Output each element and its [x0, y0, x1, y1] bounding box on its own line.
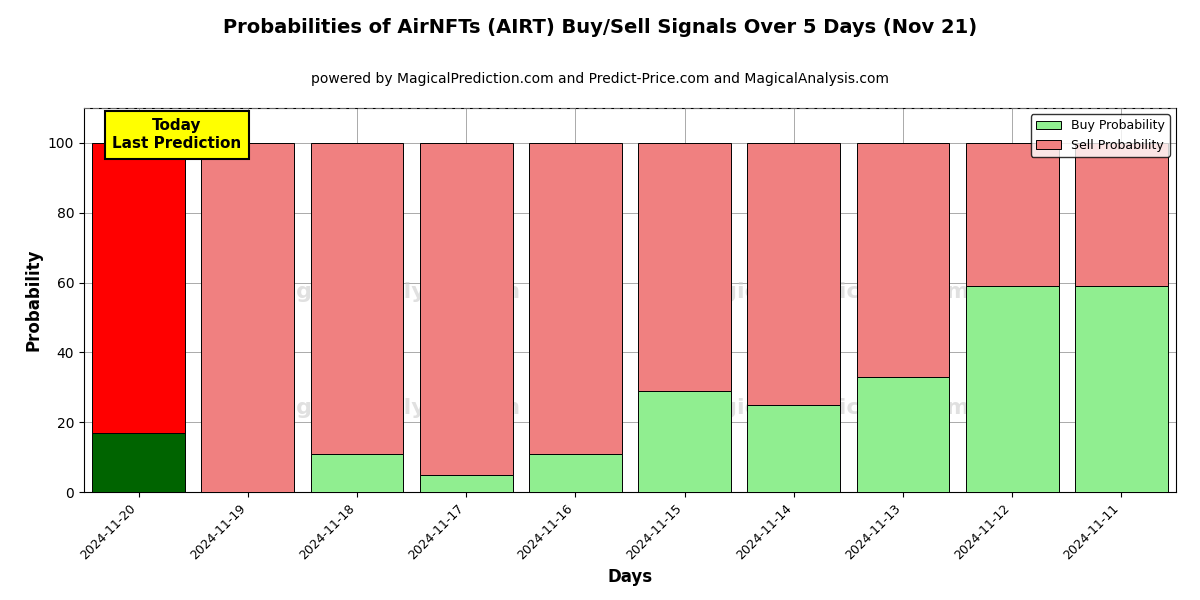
Bar — [529, 454, 622, 492]
Bar — [311, 454, 403, 492]
Text: Today
Last Prediction: Today Last Prediction — [112, 118, 241, 151]
Bar — [857, 143, 949, 377]
Text: powered by MagicalPrediction.com and Predict-Price.com and MagicalAnalysis.com: powered by MagicalPrediction.com and Pre… — [311, 72, 889, 86]
Bar — [420, 143, 512, 475]
Text: MagicalAnalysis.com: MagicalAnalysis.com — [259, 283, 521, 302]
Bar — [92, 143, 185, 433]
Bar — [529, 143, 622, 454]
Bar — [420, 475, 512, 492]
Text: MagicalPrediction.com: MagicalPrediction.com — [684, 398, 970, 418]
Bar — [202, 143, 294, 492]
Bar — [1075, 143, 1168, 286]
Bar — [638, 143, 731, 391]
Bar — [1075, 286, 1168, 492]
Bar — [857, 377, 949, 492]
Bar — [748, 143, 840, 405]
Bar — [638, 391, 731, 492]
Text: Probabilities of AirNFTs (AIRT) Buy/Sell Signals Over 5 Days (Nov 21): Probabilities of AirNFTs (AIRT) Buy/Sell… — [223, 18, 977, 37]
Text: MagicalAnalysis.com: MagicalAnalysis.com — [259, 398, 521, 418]
Bar — [748, 405, 840, 492]
Bar — [966, 286, 1058, 492]
Y-axis label: Probability: Probability — [24, 249, 42, 351]
X-axis label: Days: Days — [607, 568, 653, 586]
Text: MagicalPrediction.com: MagicalPrediction.com — [684, 283, 970, 302]
Bar — [92, 433, 185, 492]
Legend: Buy Probability, Sell Probability: Buy Probability, Sell Probability — [1031, 114, 1170, 157]
Bar — [311, 143, 403, 454]
Bar — [966, 143, 1058, 286]
